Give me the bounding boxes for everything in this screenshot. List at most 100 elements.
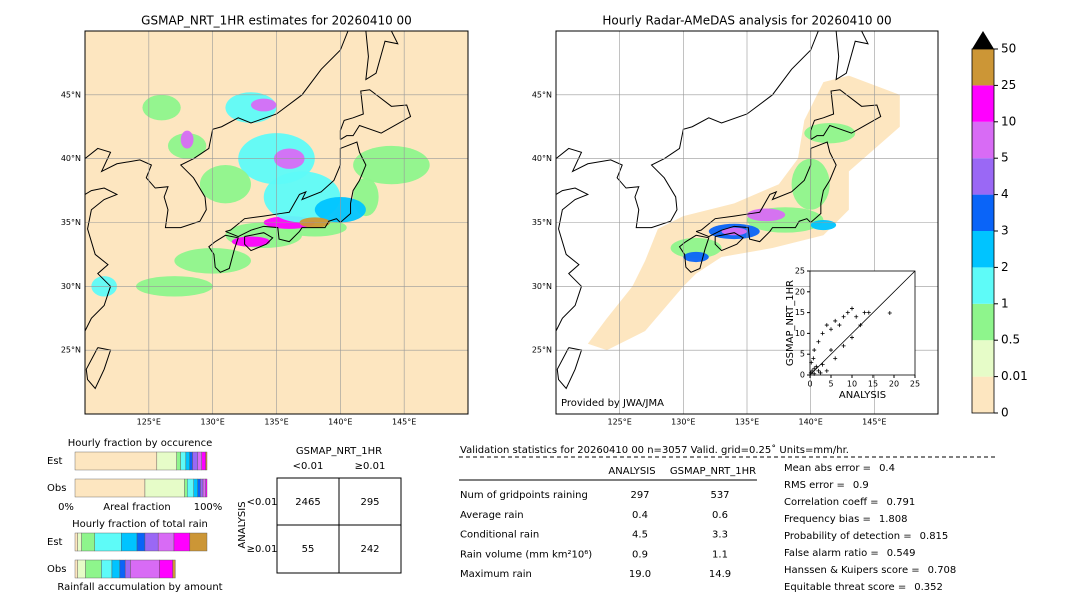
y-tick-label: 45°N <box>532 90 552 99</box>
x-tick-label: 20 <box>889 380 899 389</box>
y-tick-label: 35°N <box>532 218 552 227</box>
score-label: False alarm ratio = <box>784 548 879 559</box>
colorbar-label: 4 <box>1001 187 1009 201</box>
y-tick-label: 30°N <box>532 282 552 291</box>
table-cell: 0.6 <box>712 510 728 521</box>
fraction-segment <box>202 478 206 498</box>
x-tick-label: 130°E <box>671 418 695 427</box>
fraction-segment <box>189 451 193 471</box>
table-cell: 537 <box>710 490 729 501</box>
y-tick-label: 10 <box>795 329 805 338</box>
x-tick-label: 125°E <box>608 418 632 427</box>
point <box>812 366 817 371</box>
row-label: Rain volume (mm km²10⁶) <box>460 549 592 560</box>
fraction-segment <box>197 451 202 471</box>
row-label: Maximum rain <box>460 569 532 580</box>
score-label: Mean abs error = <box>784 463 871 474</box>
fraction-segment <box>130 559 160 579</box>
score-label: Hanssen & Kuipers score = <box>784 565 920 576</box>
chart-title: Hourly fraction by occurence <box>68 438 212 449</box>
coastline <box>208 234 239 273</box>
map-frame <box>555 30 939 415</box>
point <box>850 335 854 340</box>
fraction-segment <box>201 451 206 471</box>
row-label: Est <box>47 456 63 467</box>
diagonal <box>809 270 916 376</box>
fraction-segment <box>77 532 82 552</box>
x-tick-label: 125°E <box>137 418 161 427</box>
fraction-segment <box>186 478 194 498</box>
colorbar-box <box>972 231 994 268</box>
x-axis-label: ANALYSIS <box>839 390 886 401</box>
fraction-segment <box>111 559 121 579</box>
coastline <box>365 31 399 81</box>
point <box>850 306 854 311</box>
colorbar-label: 0.5 <box>1001 333 1020 347</box>
validation-header: Validation statistics for 20260410 00 n=… <box>460 444 849 456</box>
x-tick-label: 130°E <box>201 418 225 427</box>
fraction-segment <box>189 532 208 552</box>
point <box>816 368 821 373</box>
score-value: 1.808 <box>879 514 908 525</box>
fraction-segment <box>144 478 185 498</box>
coastline <box>695 141 837 243</box>
score-label: RMS error = <box>784 480 845 491</box>
table-cell: 55 <box>302 544 315 555</box>
fraction-segment <box>173 532 191 552</box>
row-label: ≥0.01 <box>247 544 278 555</box>
point <box>833 356 838 361</box>
point <box>810 368 815 373</box>
fraction-segment <box>124 559 131 579</box>
coastline <box>810 89 882 140</box>
point <box>812 371 817 376</box>
map-title: Hourly Radar-AMeDAS analysis for 2026041… <box>602 14 891 28</box>
rain-area <box>250 98 277 112</box>
point <box>866 310 871 315</box>
footer-label: Rainfall accumulation by amount <box>57 582 222 593</box>
point <box>820 331 825 336</box>
rain-area <box>180 130 194 149</box>
point <box>837 323 842 328</box>
score-value: 0.791 <box>887 497 916 508</box>
coastline <box>714 232 744 252</box>
y-tick-label: 35°N <box>61 218 81 227</box>
y-tick-label: 25°N <box>61 346 81 355</box>
table-cell: 0.9 <box>632 549 648 560</box>
colorbar-box <box>972 303 994 341</box>
x-tick-label: 15 <box>868 380 878 389</box>
point <box>854 314 859 319</box>
x-tick-label: 145°E <box>862 418 886 427</box>
coastline <box>556 31 819 229</box>
table-cell: 0.4 <box>632 510 648 521</box>
row-label: Obs <box>47 564 66 575</box>
row-label: Conditional rain <box>460 530 539 541</box>
y-tick-label: 45°N <box>61 90 81 99</box>
y-tick-label: 30°N <box>61 282 81 291</box>
score-value: 0.352 <box>914 582 943 593</box>
credit: Provided by JWA/JMA <box>561 398 664 409</box>
row-title: ANALYSIS <box>237 501 248 548</box>
colorbar-box <box>972 49 994 86</box>
point <box>811 356 816 361</box>
colorbar-box <box>972 340 994 377</box>
colorbar-extend <box>972 31 994 49</box>
colorbar-box <box>972 158 994 195</box>
table-cell: 4.5 <box>632 530 648 541</box>
point <box>820 362 825 367</box>
table-cell: 2465 <box>295 497 320 508</box>
y-tick-label: 0 <box>800 371 805 380</box>
axis-label: Areal fraction <box>103 502 170 513</box>
y-tick-label: 20 <box>795 287 805 296</box>
coastline <box>85 31 349 229</box>
score-label: Equitable threat score = <box>784 582 906 593</box>
point <box>858 323 863 328</box>
rain-area <box>199 165 251 204</box>
point <box>814 364 819 369</box>
fraction-segment <box>74 559 78 579</box>
point <box>887 311 892 316</box>
colorbar-label: 1 <box>1001 296 1009 310</box>
fraction-segment <box>185 451 191 471</box>
point <box>818 370 823 375</box>
score-value: 0.549 <box>887 548 916 559</box>
x-tick-label: 0 <box>807 380 812 389</box>
